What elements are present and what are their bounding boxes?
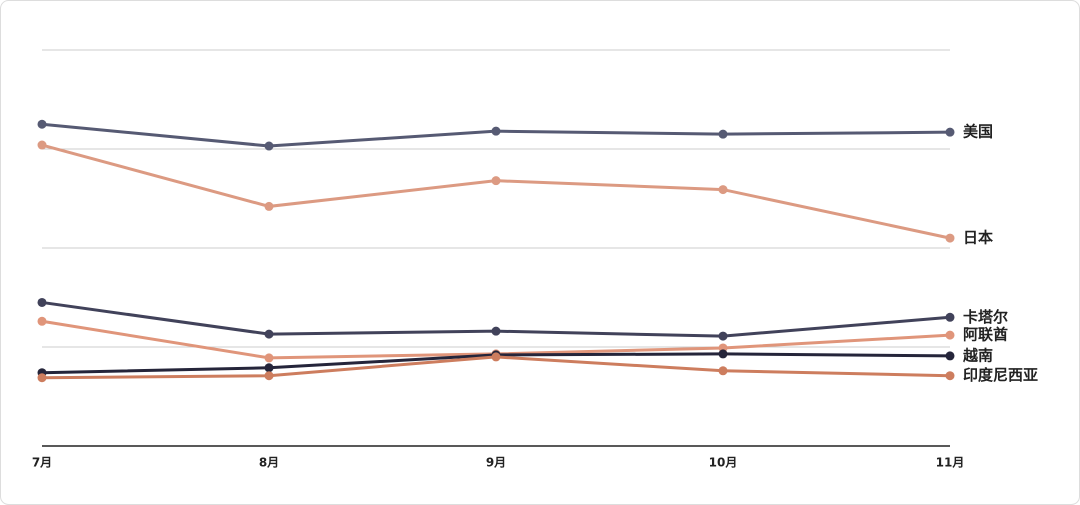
data-point — [37, 140, 47, 150]
data-point — [491, 352, 501, 362]
x-tick-label: 8月 — [259, 456, 279, 470]
data-point — [264, 353, 274, 363]
data-point — [37, 297, 47, 307]
data-point — [945, 371, 955, 381]
data-point — [264, 201, 274, 211]
data-point — [264, 141, 274, 151]
data-point — [264, 329, 274, 339]
data-point — [264, 371, 274, 381]
series-label: 卡塔尔 — [963, 308, 1008, 326]
data-point — [718, 185, 728, 195]
data-point — [491, 126, 501, 136]
data-point — [718, 366, 728, 376]
series-label: 越南 — [962, 346, 993, 364]
data-point — [718, 349, 728, 359]
data-point — [945, 127, 955, 137]
series-label: 阿联酋 — [963, 326, 1008, 344]
series-label: 美国 — [963, 123, 993, 141]
series-label: 日本 — [963, 229, 993, 247]
data-point — [264, 363, 274, 373]
data-point — [945, 233, 955, 243]
x-tick-label: 11月 — [936, 456, 965, 470]
x-tick-label: 7月 — [32, 456, 52, 470]
x-tick-label: 9月 — [486, 456, 506, 470]
data-point — [37, 373, 47, 383]
data-point — [945, 312, 955, 322]
data-point — [491, 176, 501, 186]
data-point — [945, 330, 955, 340]
data-point — [491, 326, 501, 336]
data-point — [37, 316, 47, 326]
series-label: 印度尼西亚 — [963, 366, 1038, 384]
data-point — [718, 129, 728, 139]
x-tick-label: 10月 — [709, 456, 738, 470]
data-point — [37, 119, 47, 129]
data-point — [718, 331, 728, 341]
data-point — [945, 351, 955, 361]
